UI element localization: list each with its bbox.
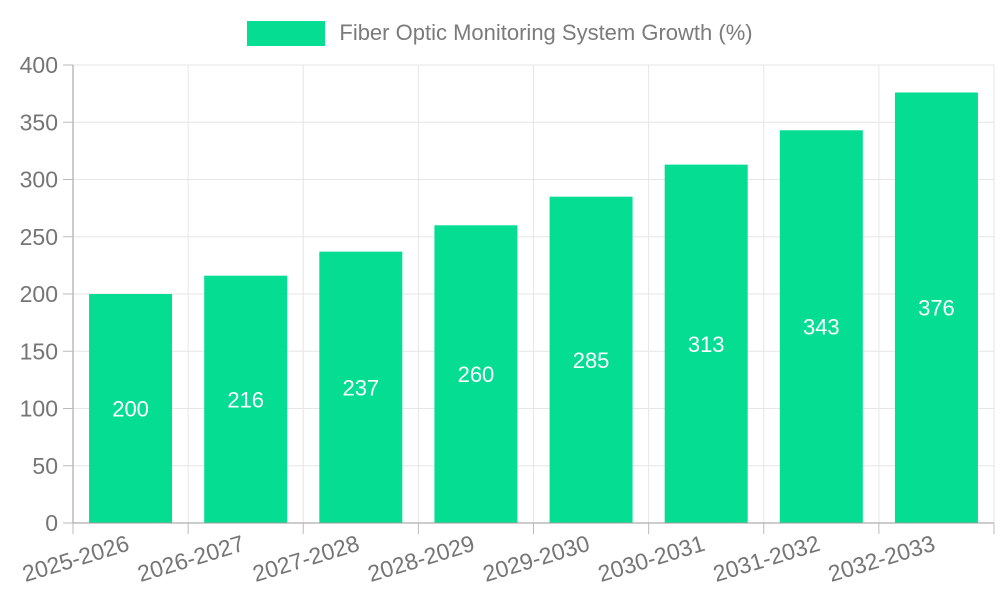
bar[interactable]: [549, 196, 633, 524]
bar-value-label: 216: [227, 387, 264, 412]
y-tick-label: 50: [32, 453, 58, 479]
x-tick-label: 2025-2026: [19, 530, 132, 587]
y-tick-label: 250: [20, 224, 58, 250]
bar[interactable]: [779, 130, 863, 523]
bar[interactable]: [204, 275, 288, 523]
y-tick-label: 350: [20, 109, 58, 135]
y-tick-label: 150: [20, 338, 58, 364]
bar[interactable]: [894, 92, 978, 523]
y-tick-label: 200: [20, 281, 58, 307]
bar-value-label: 285: [573, 348, 610, 373]
bar-value-label: 200: [112, 397, 149, 422]
x-tick-label: 2030-2031: [595, 530, 708, 587]
x-tick-label: 2026-2027: [134, 530, 247, 587]
y-tick-label: 0: [45, 510, 58, 536]
bar-value-label: 313: [688, 332, 725, 357]
y-tick-label: 100: [20, 396, 58, 422]
bar-value-label: 343: [803, 315, 840, 340]
bar-value-label: 376: [918, 296, 955, 321]
bar-value-label: 237: [342, 375, 379, 400]
x-tick-label: 2032-2033: [825, 530, 938, 587]
bar[interactable]: [434, 225, 518, 524]
y-tick-label: 300: [20, 167, 58, 193]
legend-item[interactable]: Fiber Optic Monitoring System Growth (%): [0, 20, 1000, 46]
bar[interactable]: [664, 164, 748, 524]
x-tick-label: 2031-2032: [710, 530, 823, 587]
x-tick-label: 2028-2029: [365, 530, 478, 587]
bar[interactable]: [319, 251, 403, 523]
x-tick-label: 2029-2030: [480, 530, 593, 587]
bar[interactable]: [89, 294, 173, 523]
x-tick-label: 2027-2028: [249, 530, 362, 587]
legend-swatch: [247, 20, 326, 46]
bar-value-label: 260: [458, 362, 495, 387]
legend-label: Fiber Optic Monitoring System Growth (%): [339, 20, 753, 45]
y-tick-label: 400: [20, 52, 58, 78]
